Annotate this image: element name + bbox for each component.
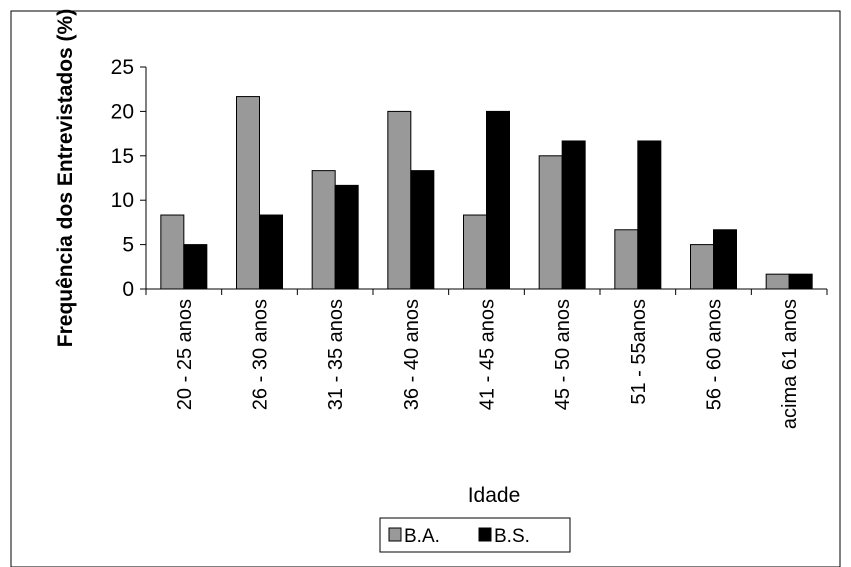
bar-ba-3 (387, 110, 412, 290)
x-tick-label: 56 - 60 anos (704, 299, 726, 410)
bar-ba-2 (311, 170, 336, 290)
bar-bs-8 (788, 273, 813, 290)
bar-bs-4 (486, 110, 510, 290)
x-tick-label: 26 - 30 anos (250, 299, 272, 410)
bar-ba-5 (538, 155, 563, 290)
x-tick-label: 41 - 45 anos (477, 299, 499, 410)
y-tick-label: 25 (111, 56, 134, 79)
bar-bs-0 (183, 244, 208, 290)
bar-bs-3 (410, 170, 435, 290)
y-ticks-group: 0 5 10 15 20 25 (111, 56, 146, 301)
x-tick-label: 20 - 25 anos (174, 299, 196, 410)
legend-swatch-ba (388, 527, 402, 542)
y-tick-label: 20 (111, 100, 134, 123)
bar-bs-2 (334, 184, 359, 290)
x-tick-label: 31 - 35 anos (325, 299, 347, 410)
legend-swatch-bs (478, 527, 492, 542)
bar-bs-6 (637, 140, 662, 290)
bar-bs-7 (713, 229, 737, 290)
bar-bs-5 (561, 140, 586, 290)
bar-bs-1 (259, 214, 283, 290)
bar-ba-0 (160, 214, 185, 290)
x-axis-title: Idade (468, 484, 521, 507)
y-tick-label: 10 (111, 189, 134, 212)
y-tick-label: 15 (111, 145, 134, 168)
legend-label-ba: B.A. (404, 526, 440, 547)
bars-group (160, 96, 813, 290)
bar-ba-7 (690, 244, 714, 290)
legend-label-bs: B.S. (494, 526, 530, 547)
x-ticks-group: 20 - 25 anos 26 - 30 anos 31 - 35 anos 36 -… (145, 289, 828, 429)
x-tick-label: 36 - 40 anos (401, 299, 423, 410)
legend-box (379, 517, 571, 553)
y-tick-label: 5 (122, 234, 134, 257)
bar-ba-6 (614, 229, 639, 290)
bar-ba-1 (236, 96, 260, 290)
y-tick-label: 0 (122, 278, 134, 301)
x-tick-label: acima 61 anos (779, 299, 801, 429)
legend: B.A. B.S. (379, 517, 571, 553)
x-tick-label: 45 - 50 anos (552, 299, 574, 410)
bar-ba-4 (463, 214, 487, 290)
bar-ba-8 (765, 273, 790, 290)
x-tick-label: 51 - 55anos (628, 299, 650, 405)
y-axis-title: Frequência dos Entrevistados (%) (54, 9, 77, 347)
